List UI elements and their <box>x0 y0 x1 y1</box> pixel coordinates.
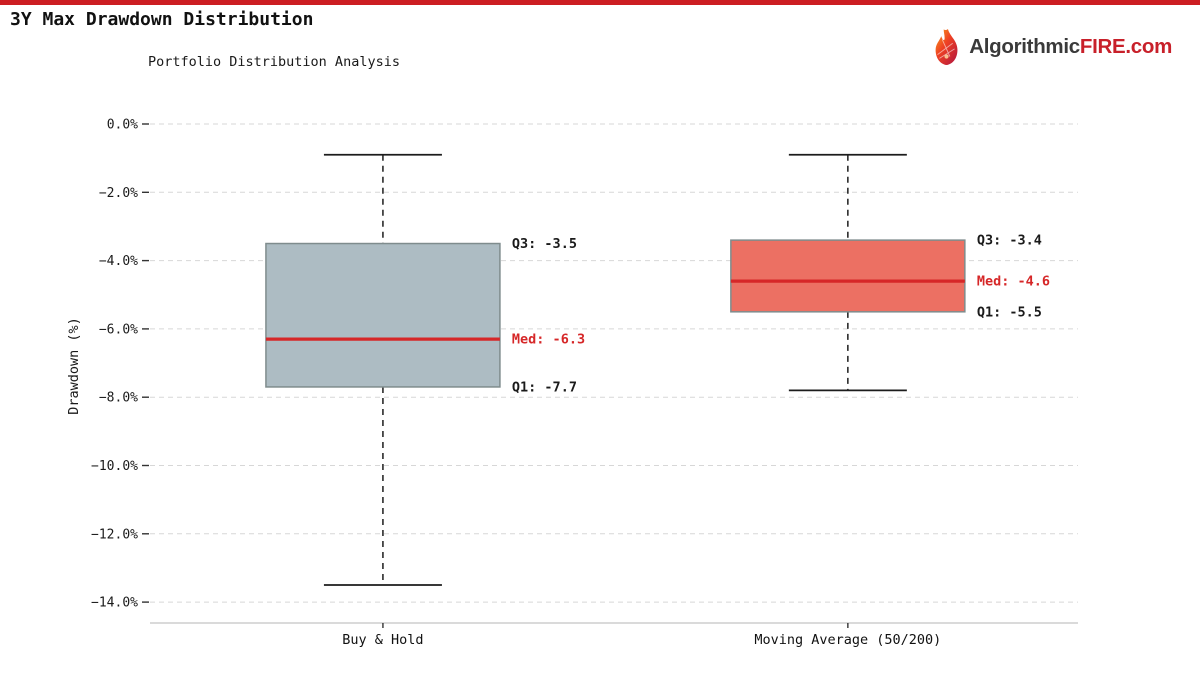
top-accent-bar <box>0 0 1200 5</box>
brand-prefix: Algorithmic <box>969 35 1080 58</box>
annotation-q1: Q1: -5.5 <box>977 304 1042 320</box>
annotation-q1: Q1: -7.7 <box>512 379 577 395</box>
fire-icon <box>929 28 965 66</box>
annotation-median: Med: -6.3 <box>512 332 585 348</box>
y-tick-label: −12.0% <box>91 527 138 542</box>
brand-suffix: .com <box>1125 35 1172 58</box>
y-tick-label: −8.0% <box>99 391 138 406</box>
box-rect <box>265 242 501 388</box>
annotation-q3: Q3: -3.4 <box>977 233 1042 249</box>
annotation-median: Med: -4.6 <box>977 274 1050 290</box>
y-tick-label: −14.0% <box>91 596 138 611</box>
y-tick-label: −4.0% <box>99 254 138 269</box>
x-category-label: Buy & Hold <box>342 632 423 648</box>
chart-subtitle: Portfolio Distribution Analysis <box>148 54 400 70</box>
brand-logo: AlgorithmicFIRE.com <box>929 28 1172 66</box>
y-tick-label: −10.0% <box>91 459 138 474</box>
brand-accent: FIRE <box>1079 35 1126 58</box>
y-tick-label: −6.0% <box>99 322 138 337</box>
x-category-label: Moving Average (50/200) <box>754 632 941 648</box>
box-rect <box>730 239 966 313</box>
page-title: 3Y Max Drawdown Distribution <box>10 9 314 30</box>
y-axis-label: Drawdown (%) <box>66 317 82 415</box>
brand-text: AlgorithmicFIRE.com <box>969 35 1172 59</box>
annotation-q3: Q3: -3.5 <box>512 236 577 252</box>
y-tick-label: −2.0% <box>99 186 138 201</box>
y-tick-label: 0.0% <box>107 118 138 133</box>
